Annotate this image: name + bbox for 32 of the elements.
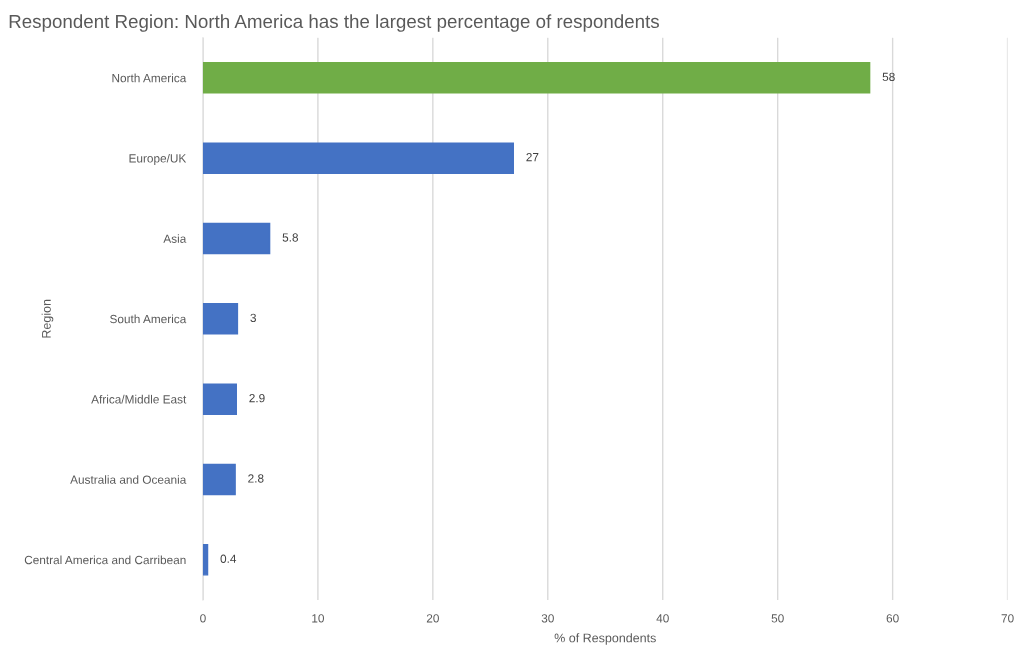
y-tick-label: Europe/UK — [129, 153, 187, 165]
y-tick-label: Asia — [163, 234, 187, 243]
x-tick-label: 50 — [771, 614, 784, 623]
bar — [202, 142, 515, 174]
data-label: 2.8 — [248, 474, 264, 483]
x-tick-label: 60 — [886, 614, 899, 623]
data-label: 5.8 — [282, 233, 299, 242]
bar — [202, 383, 237, 415]
x-axis-title: % of Respondents — [554, 633, 656, 645]
x-tick-label: 30 — [541, 614, 554, 623]
data-label: 58 — [882, 72, 895, 82]
x-tick-label: 40 — [656, 614, 669, 623]
data-label: 2.9 — [249, 393, 265, 403]
chart-title: Respondent Region: North America has the largest percentage of respondents — [9, 14, 659, 32]
x-tick-label: 10 — [312, 614, 324, 623]
bar — [202, 544, 209, 576]
data-label: 0.4 — [220, 554, 237, 563]
y-tick-label: South America — [110, 314, 187, 324]
data-label: 3 — [250, 313, 256, 322]
y-tick-label: North America — [112, 73, 187, 83]
y-axis-title: Region — [41, 299, 54, 338]
x-tick-label: 20 — [426, 614, 439, 623]
x-tick-label: 70 — [1001, 614, 1014, 623]
x-tick-label: 0 — [200, 614, 206, 623]
bar — [202, 222, 271, 255]
y-tick-label: Africa/Middle East — [91, 394, 187, 404]
y-tick-label: Australia and Oceania — [70, 475, 187, 484]
bar — [202, 62, 871, 94]
data-label: 27 — [526, 152, 539, 162]
bar — [202, 303, 239, 335]
bar — [202, 463, 236, 496]
y-tick-label: Central America and Carribean — [24, 555, 186, 565]
